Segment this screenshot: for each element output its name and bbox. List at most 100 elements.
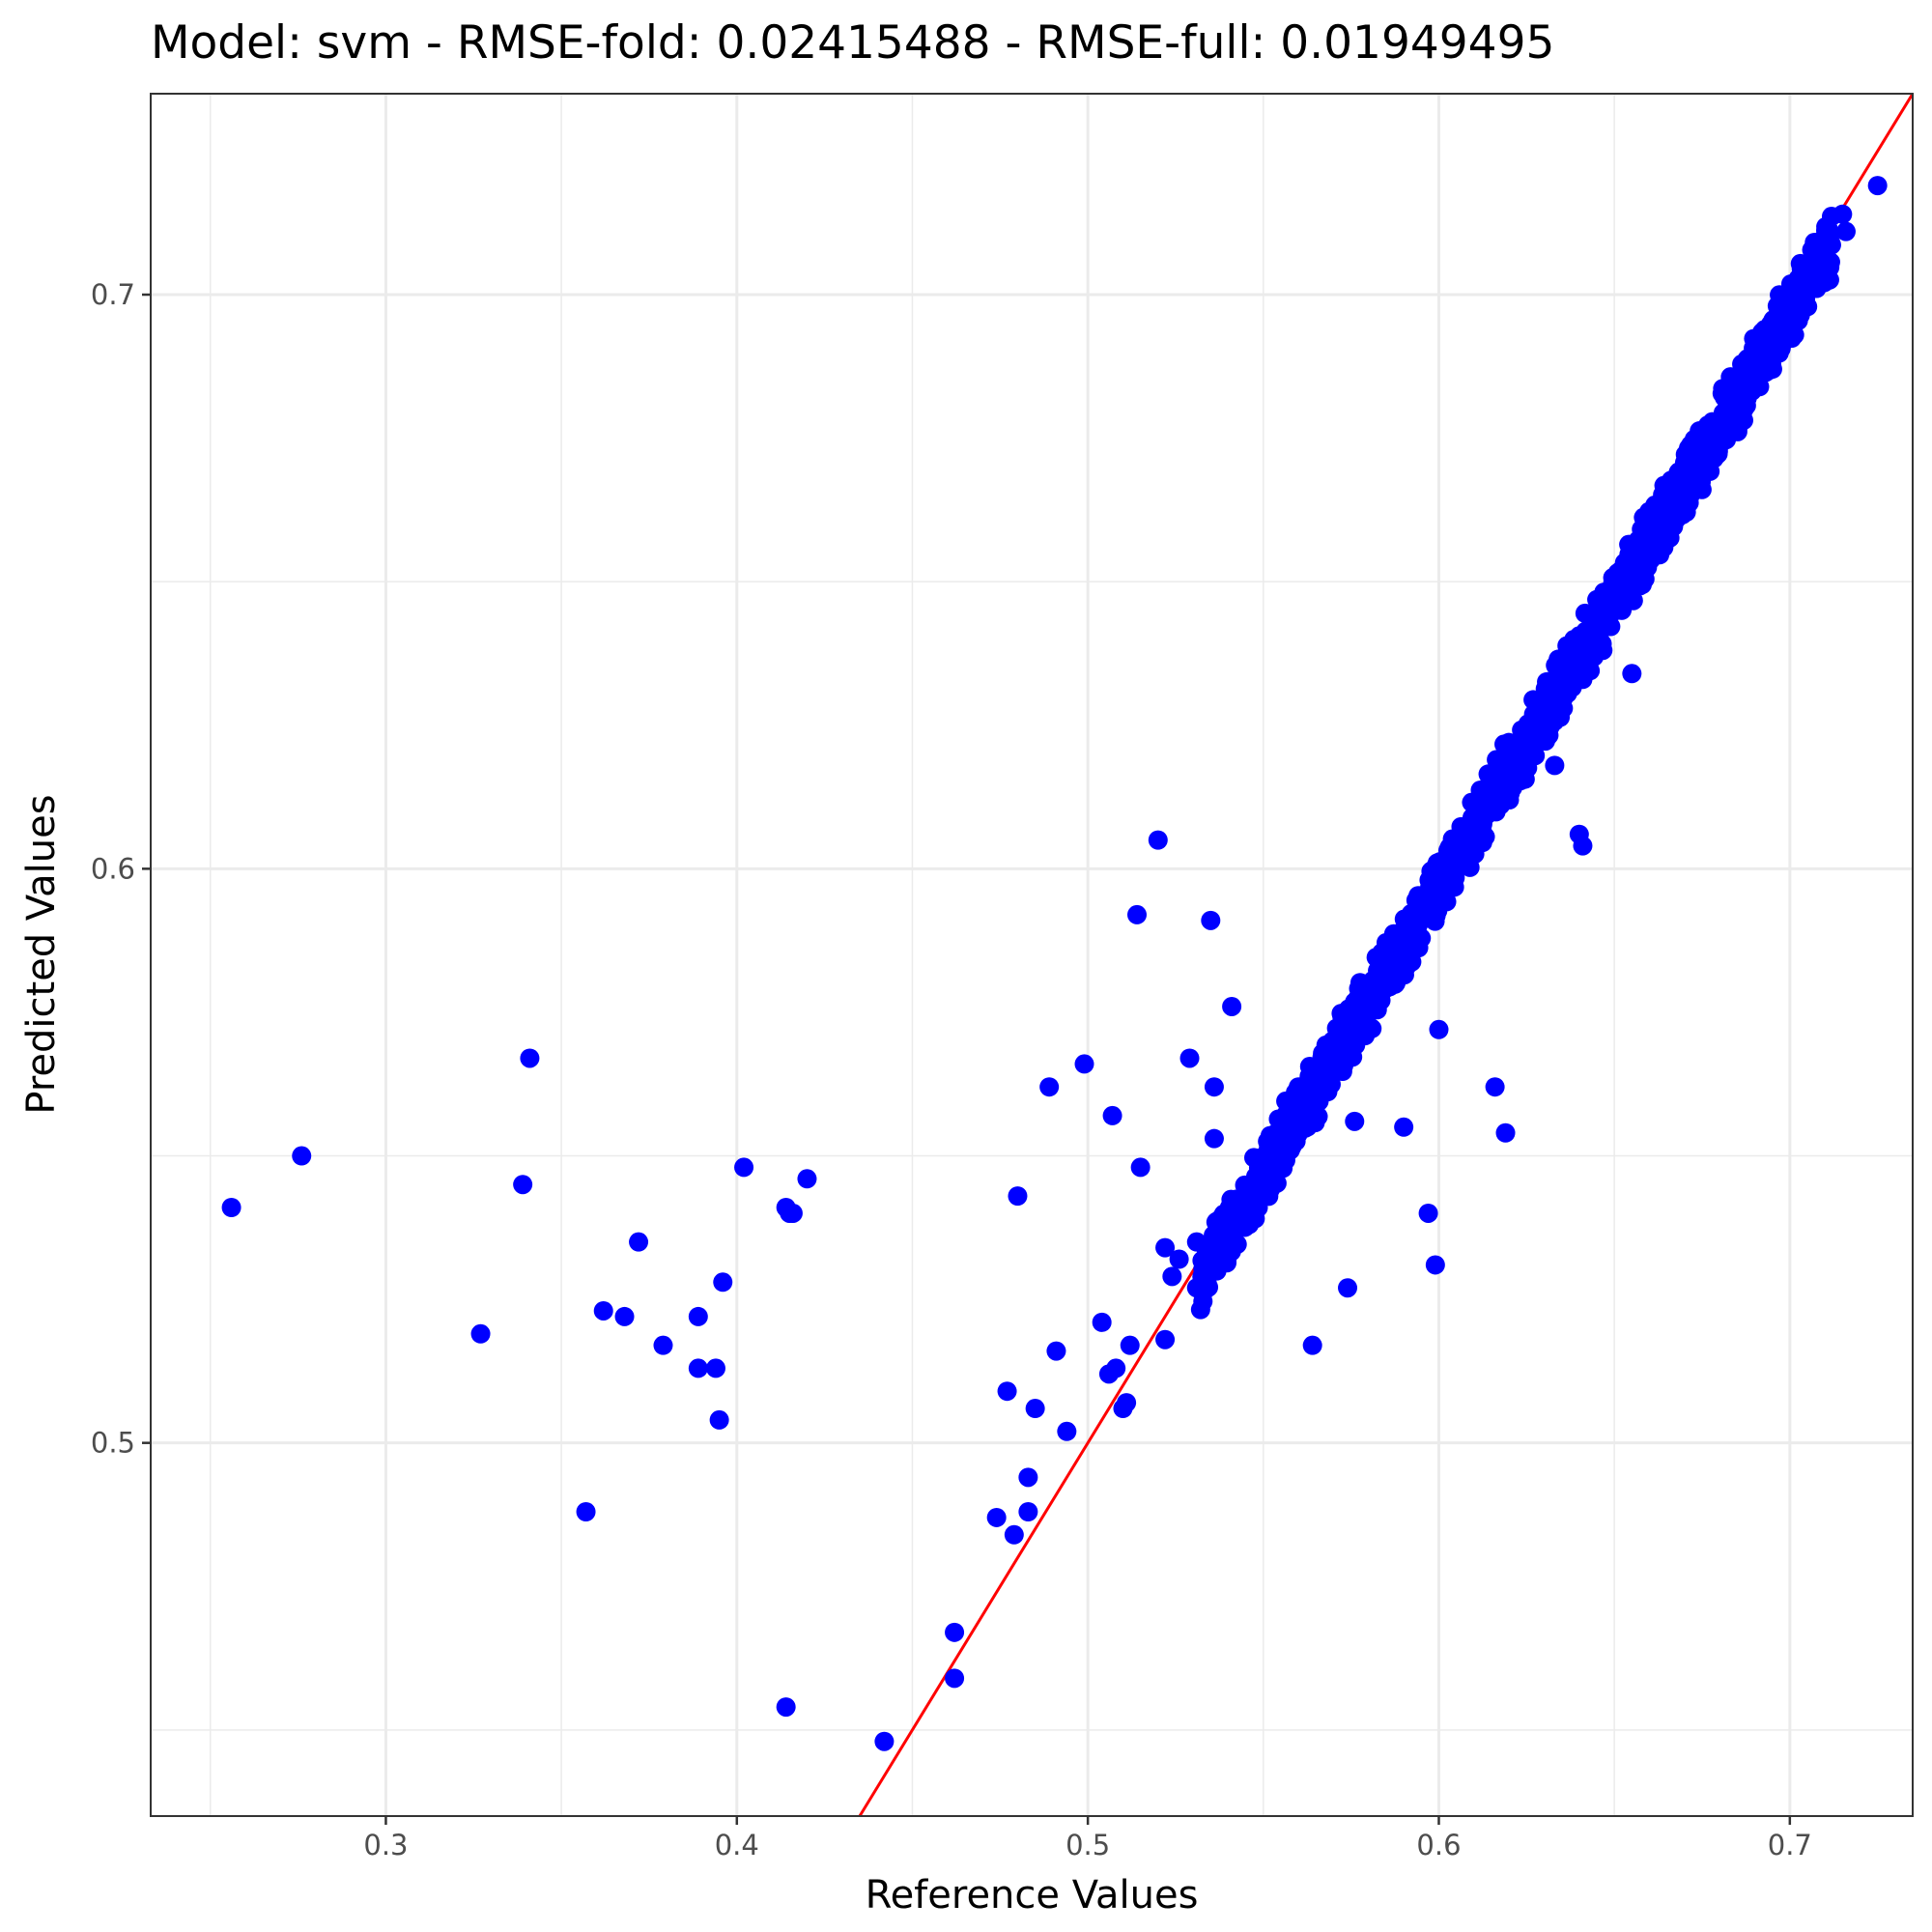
data-point xyxy=(945,1668,965,1689)
data-point xyxy=(1389,967,1409,987)
data-point xyxy=(1456,852,1476,872)
data-point xyxy=(1333,1032,1353,1052)
data-point xyxy=(614,1306,635,1326)
data-point xyxy=(1722,401,1743,421)
data-point xyxy=(1046,1341,1066,1361)
data-point xyxy=(1639,531,1660,552)
data-point xyxy=(1636,507,1657,527)
data-point xyxy=(1709,417,1729,438)
data-point xyxy=(1345,1111,1365,1131)
data-point xyxy=(1235,1217,1255,1237)
plot-panel-border xyxy=(150,93,1914,1817)
x-axis-label: Reference Values xyxy=(866,1873,1199,1918)
data-point xyxy=(1338,1278,1358,1298)
data-point xyxy=(1186,1232,1207,1252)
data-point xyxy=(1628,569,1648,589)
data-point xyxy=(1302,1335,1322,1355)
data-point xyxy=(1833,204,1853,224)
data-point xyxy=(1622,664,1642,684)
data-point xyxy=(1277,1123,1297,1144)
data-point xyxy=(1529,717,1549,737)
x-axis: 0.3 0.4 0.5 0.6 0.7 xyxy=(363,1816,1812,1861)
data-point xyxy=(1418,1203,1438,1223)
data-point xyxy=(1695,440,1716,461)
data-point xyxy=(1781,328,1802,349)
data-point xyxy=(1257,1169,1277,1189)
data-point xyxy=(1355,999,1376,1019)
data-point xyxy=(1604,597,1624,617)
data-point xyxy=(1201,910,1221,930)
data-point xyxy=(1623,590,1643,611)
data-point xyxy=(1320,1063,1340,1083)
data-point xyxy=(1428,900,1448,921)
data-point xyxy=(1759,342,1779,362)
y-tick-label: 0.5 xyxy=(91,1427,135,1460)
data-point xyxy=(1394,1117,1414,1137)
data-point xyxy=(1117,1393,1137,1413)
data-point xyxy=(1486,786,1506,807)
data-point xyxy=(1472,814,1492,835)
data-point xyxy=(1130,1157,1151,1178)
data-point xyxy=(1538,702,1558,723)
data-point xyxy=(1354,1014,1375,1035)
data-point xyxy=(520,1048,540,1068)
data-point xyxy=(1485,1077,1505,1097)
data-point xyxy=(1429,1019,1449,1039)
data-point xyxy=(1636,554,1657,575)
data-point xyxy=(1155,1329,1176,1350)
data-point xyxy=(1025,1399,1045,1419)
data-point xyxy=(1300,1098,1321,1119)
data-point xyxy=(1621,542,1641,562)
data-point xyxy=(1148,830,1168,850)
data-point xyxy=(1676,496,1696,516)
data-point xyxy=(1217,1253,1237,1273)
data-point xyxy=(1609,561,1630,582)
x-tick-label: 0.3 xyxy=(363,1829,408,1861)
x-tick-label: 0.6 xyxy=(1416,1829,1461,1861)
data-point xyxy=(221,1198,242,1218)
data-point xyxy=(1819,270,1839,290)
y-tick-label: 0.7 xyxy=(91,278,135,311)
data-point xyxy=(1018,1467,1038,1488)
data-point xyxy=(1403,930,1423,951)
data-point xyxy=(1466,796,1487,816)
x-tick-label: 0.5 xyxy=(1065,1829,1110,1861)
data-point xyxy=(1561,659,1581,679)
data-point xyxy=(1259,1186,1279,1207)
data-point xyxy=(1745,365,1765,385)
data-point xyxy=(1419,870,1439,891)
data-point xyxy=(1557,683,1577,703)
data-point xyxy=(797,1169,817,1189)
x-tick-label: 0.7 xyxy=(1768,1829,1812,1861)
data-point xyxy=(1573,836,1593,856)
data-point xyxy=(1162,1266,1182,1287)
data-point xyxy=(1204,1128,1224,1149)
grid-lines xyxy=(151,94,1913,1816)
data-point xyxy=(688,1306,708,1326)
data-point xyxy=(513,1175,533,1195)
data-point xyxy=(1179,1048,1200,1068)
x-tick-label: 0.4 xyxy=(715,1829,759,1861)
data-point xyxy=(1691,471,1712,492)
data-point xyxy=(1446,834,1466,854)
data-point xyxy=(1425,1255,1445,1275)
y-axis-label: Predicted Values xyxy=(19,794,64,1114)
data-point xyxy=(1273,1158,1293,1179)
data-point xyxy=(1495,1122,1516,1143)
data-point xyxy=(986,1507,1007,1527)
data-point xyxy=(1658,523,1678,543)
data-point xyxy=(1506,764,1526,784)
data-point xyxy=(1331,1004,1351,1024)
data-point xyxy=(1290,1078,1310,1098)
data-point xyxy=(1740,349,1760,369)
data-point xyxy=(1723,381,1744,401)
data-point xyxy=(688,1358,708,1378)
data-point xyxy=(1222,996,1242,1016)
data-point xyxy=(782,1203,803,1223)
data-point xyxy=(629,1232,649,1252)
data-point xyxy=(1728,417,1748,438)
data-point xyxy=(874,1731,895,1751)
data-point xyxy=(1008,1186,1028,1207)
data-point xyxy=(997,1381,1017,1402)
